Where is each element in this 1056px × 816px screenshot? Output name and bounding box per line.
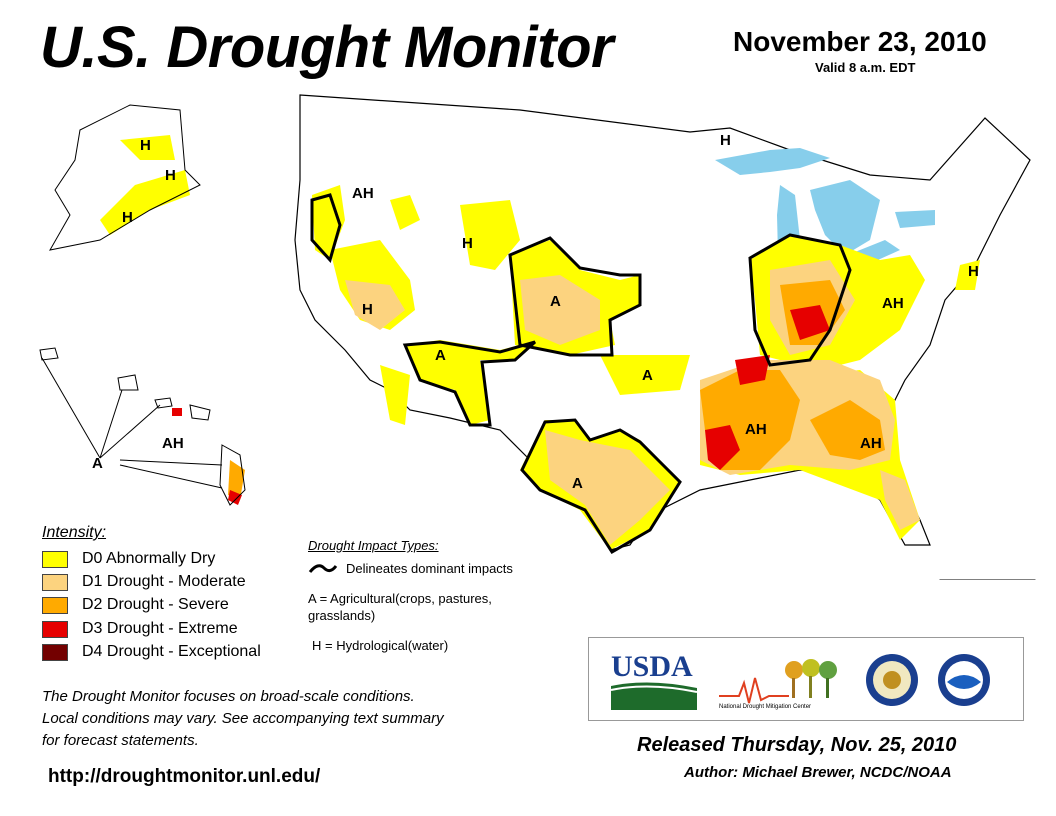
impact-agricultural: A = Agricultural(crops, pastures, grassl…	[308, 591, 492, 623]
map-label-nevada-h: H	[362, 301, 373, 318]
map-label-southeast-ah: AH	[860, 435, 882, 452]
logos-svg: USDA National Drought Mitigation Center	[610, 650, 990, 710]
map-label-colorado-a: A	[550, 293, 561, 310]
lake-superior	[715, 148, 830, 175]
map-label-texas-a: A	[572, 475, 583, 492]
legend-item-d2: D2 Drought - Severe	[42, 594, 229, 616]
impact-line-label: Delineates dominant impacts	[346, 560, 513, 576]
legend-label-d0: D0 Abnormally Dry	[82, 550, 216, 567]
map-label-hawaii-ah: AH	[162, 435, 184, 452]
map-label-michigan-h: H	[720, 132, 731, 149]
map-label-ohio-ah: AH	[882, 295, 904, 312]
map-label-alaska-h1: H	[140, 137, 151, 154]
disclaimer-line-3: for forecast statements.	[42, 732, 199, 749]
website-link[interactable]: http://droughtmonitor.unl.edu/	[48, 766, 321, 787]
disclaimer-line-2: Local conditions may vary. See accompany…	[42, 710, 444, 727]
map-label-utah-a: A	[435, 347, 446, 364]
usda-logo: USDA	[610, 650, 698, 710]
map-label-south-ah: AH	[745, 421, 767, 438]
impact-outlines	[310, 193, 852, 555]
map-title: U.S. Drought Monitor	[40, 15, 614, 80]
legend-swatch-d4	[42, 643, 68, 661]
author: Author: Michael Brewer, NCDC/NOAA	[684, 764, 952, 781]
map-label-kansas-a: A	[642, 367, 653, 384]
lake-ontario	[895, 210, 935, 228]
ndmc-logo: National Drought Mitigation Center	[719, 659, 837, 710]
d3-regions	[172, 305, 830, 505]
map-label-alaska-h2: H	[165, 167, 176, 184]
disclaimer: The Drought Monitor focuses on broad-sca…	[42, 686, 562, 752]
partner-logos-box: USDA National Drought Mitigation Center	[588, 637, 1024, 721]
map-label-newengland-h: H	[968, 263, 979, 280]
legend-item-d3: D3 Drought - Extreme	[42, 618, 238, 640]
alaska-land	[49, 104, 201, 251]
legend-heading: Intensity:	[42, 524, 107, 541]
drought-map: H H H AH A AH H H A A A A H H AH AH AH	[39, 94, 1036, 580]
impact-heading: Drought Impact Types:	[308, 538, 439, 553]
legend-label-d2: D2 Drought - Severe	[82, 596, 229, 613]
legend-swatch-d1	[42, 573, 68, 591]
legend-swatch-d2	[42, 596, 68, 614]
svg-text:USDA: USDA	[611, 650, 693, 683]
legend-item-d1: D1 Drought - Moderate	[42, 571, 246, 593]
disclaimer-line-1: The Drought Monitor focuses on broad-sca…	[42, 688, 415, 705]
valid-time: Valid 8 a.m. EDT	[815, 60, 916, 75]
legend-label-d3: D3 Drought - Extreme	[82, 620, 238, 637]
noaa-seal-icon	[938, 654, 990, 706]
impact-hydrological: H = Hydrological(water)	[312, 638, 449, 653]
map-label-alaska-h3: H	[122, 209, 133, 226]
map-date: November 23, 2010	[733, 26, 987, 57]
impact-line-icon	[308, 564, 338, 573]
map-label-oregon-ah: AH	[352, 185, 374, 202]
hawaii-islands	[39, 347, 246, 506]
release-date: Released Thursday, Nov. 25, 2010	[637, 734, 957, 756]
commerce-seal-icon	[866, 654, 918, 706]
hawaii-pointers	[41, 357, 223, 489]
map-label-hawaii-a: A	[92, 455, 103, 472]
lake-huron	[810, 180, 880, 255]
legend-label-d4: D4 Drought - Exceptional	[82, 643, 261, 660]
legend-swatch-d0	[42, 550, 68, 568]
ndmc-logo-text: National Drought Mitigation Center	[719, 704, 811, 710]
legend-swatch-d3	[42, 620, 68, 638]
map-label-wyoming-h: H	[462, 235, 473, 252]
legend-label-d1: D1 Drought - Moderate	[82, 573, 246, 590]
impact-line-item: Delineates dominant impacts	[308, 560, 513, 576]
legend-item-d0: D0 Abnormally Dry	[42, 548, 215, 570]
legend-item-d4: D4 Drought - Exceptional	[42, 641, 261, 663]
